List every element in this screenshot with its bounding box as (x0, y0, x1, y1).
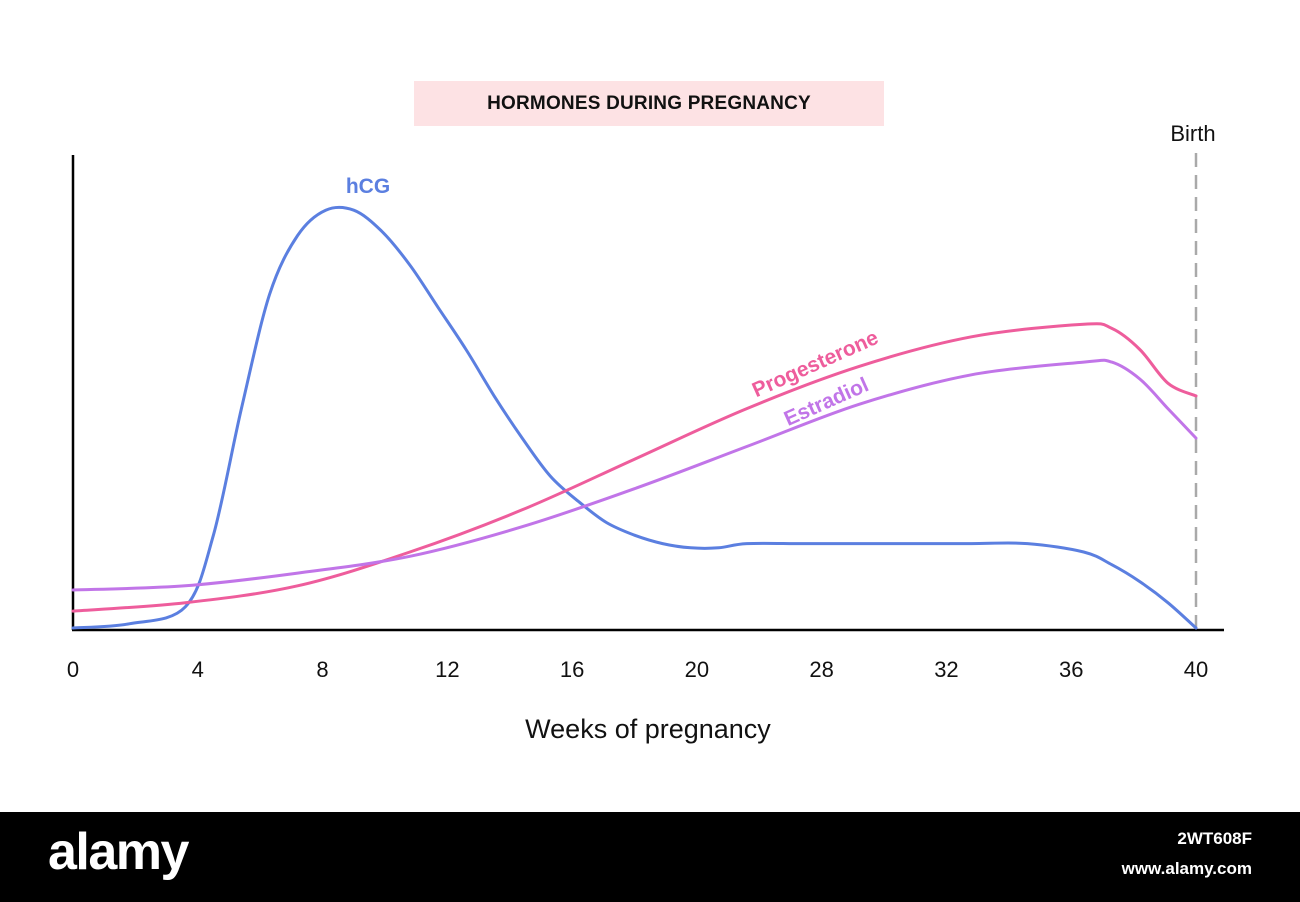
x-tick-label: 4 (192, 657, 204, 682)
chart-svg: 0 4 8 12 16 20 28 32 36 40 Weeks of pregnancy Birth… (67, 121, 1224, 744)
chart-area: HORMONES DURING PREGNANCY 0 4 8 12 16 20 28 32 3… (67, 81, 1224, 744)
x-tick-label: 12 (435, 657, 459, 682)
chart-title: HORMONES DURING PREGNANCY (487, 92, 811, 114)
chart-title-box: HORMONES DURING PREGNANCY (414, 81, 884, 126)
x-tick-label: 20 (685, 657, 709, 682)
x-tick-label: 36 (1059, 657, 1083, 682)
x-tick-label: 32 (934, 657, 958, 682)
x-tick-label: 28 (809, 657, 833, 682)
brand-logo: alamy (48, 823, 189, 881)
site-url: www.alamy.com (1121, 859, 1252, 878)
x-axis-label: Weeks of pregnancy (525, 714, 771, 744)
series-line-hcg (71, 205, 1198, 630)
x-tick-label: 0 (67, 657, 79, 682)
x-tick-label: 16 (560, 657, 584, 682)
footer-bar: alamy 2WT608F www.alamy.com (0, 812, 1300, 902)
image-id: 2WT608F (1177, 829, 1252, 848)
birth-label: Birth (1170, 121, 1215, 146)
x-tick-label: 40 (1184, 657, 1208, 682)
series-line-estradiol (71, 358, 1198, 592)
series-line-progesterone (71, 322, 1198, 613)
series-label-hcg: hCG (346, 175, 390, 198)
x-tick-label: 8 (316, 657, 328, 682)
